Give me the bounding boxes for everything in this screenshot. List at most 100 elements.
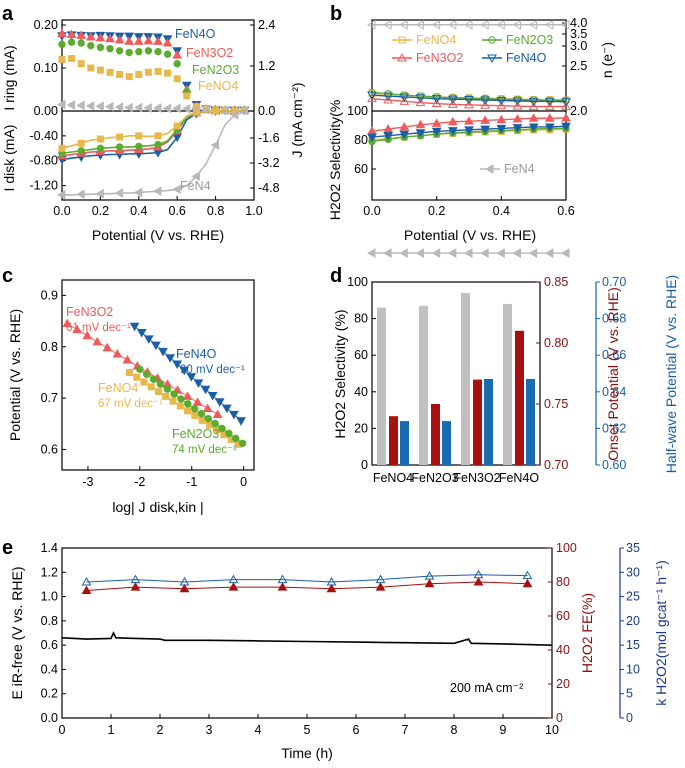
panel-b-n-point-FeN4O [431, 95, 442, 104]
panel-e-potential-curve [61, 631, 553, 646]
panel-b-n-point-FeN4O [447, 95, 458, 105]
panel-a-disk-point-FeN2O3 [96, 144, 105, 152]
panel-a: 0.00 0.10 0.20 -0.40 -0.80 -1.20 2.4 1.2 0.0 -1.… [1, 18, 305, 243]
panel-label-c: c [2, 265, 13, 287]
panel-e-rate-tick-label: 25 [626, 590, 640, 604]
panel-a-ring-point-FeN2O3 [173, 60, 181, 68]
panel-b-n-point-FeN4O [464, 96, 474, 105]
panel-a-ring-point-FeN3O2 [105, 33, 115, 43]
panel-b-n-point-FeN4 [496, 19, 505, 30]
panel-b-sel-point-FeN3O2 [528, 113, 539, 122]
panel-e-potential-tick-label: 0.4 [41, 662, 58, 676]
panel-b-n-point-FeN4O [480, 96, 491, 106]
panel-a-disk-point-FeN4 [76, 189, 85, 200]
panel-a-ring-point-FeN4 [66, 100, 76, 110]
panel-b-sel-point-FeN4 [415, 248, 424, 258]
panel-e-rate-point [81, 576, 92, 586]
panel-a-ring-point-FeN2O3 [87, 41, 95, 50]
panel-b-sel-point-FeN3O2 [431, 118, 442, 127]
panel-e-potential-tick-label: 0.6 [41, 638, 58, 652]
panel-e-rate-tick-label: 15 [626, 638, 640, 652]
panel-e-fe-point [326, 583, 337, 593]
panel-b-sel-point-FeN4O [464, 126, 474, 135]
panel-d-selectivity-label: H2O2 Selectivity (%) [332, 309, 348, 438]
panel-a-ring-point-FeN4 [104, 101, 114, 112]
panel-b-sel-point-FeN4 [366, 248, 376, 258]
panel-b-n-point-FeN3O2 [480, 100, 491, 109]
panel-e-rate-point [130, 574, 141, 584]
panel-c-fit-FeN4O [134, 325, 242, 422]
panel-a-ring-point-FeN4 [181, 103, 191, 114]
panel-e-potential-tick-label: 1.2 [41, 565, 58, 579]
panel-b-n-point-FeN4 [447, 19, 457, 30]
panel-e-fe-point [473, 576, 484, 586]
panel-a-x-tick-label: 0.8 [207, 204, 224, 218]
panel-e-potential-tick-label: 0.0 [41, 711, 58, 725]
panel-b-n-point-FeN3O2 [447, 99, 458, 108]
panel-b-x-tick-label: 0.4 [493, 204, 510, 218]
panel-e-fe-line [86, 581, 528, 591]
panel-e-fe-label: H2O2 FE(%) [579, 593, 595, 673]
panel-a-j-tick-label: 1.2 [258, 59, 275, 73]
panel-d-bar-selectivity-FeNO4 [377, 307, 386, 465]
panel-a-disk-point-FeNO4 [116, 133, 124, 141]
panel-b-n-point-FeN3O2 [496, 100, 507, 110]
panel-e-current-annotation: 200 mA cm⁻² [450, 681, 523, 695]
panel-a-ring-point-FeN4 [162, 103, 172, 114]
panel-b-sel-point-FeN3O2 [480, 115, 491, 124]
panel-c-label-fen2o3: FeN2O3 [172, 427, 219, 441]
panel-b-n-point-FeN4O [512, 97, 523, 106]
panel-c-label-fen4o: FeN4O [176, 347, 217, 361]
panel-a-disk-curve-FeN4 [62, 111, 245, 196]
panel-b-sel-point-FeN4O [512, 124, 523, 133]
panel-a-ring-point-FeNO4 [164, 69, 172, 77]
panel-c-fit-FeNO4 [129, 371, 239, 445]
panel-b-n-point-FeN4 [528, 19, 538, 30]
panel-d-sel-tick-label: 60 [354, 348, 368, 362]
panel-a-x-tick-label: 0.4 [130, 204, 147, 218]
panel-c-label-fen3o2: FeN3O2 [66, 305, 113, 319]
panel-b-sel-point-FeN4O [431, 127, 442, 137]
panel-b-sel-point-FeN3O2 [561, 112, 571, 122]
panel-a-ring-point-FeN2O3 [96, 43, 105, 52]
panel-b-sel-point-FeN4 [480, 248, 489, 258]
panel-a-ring-tick-label: 0.10 [34, 61, 58, 75]
panel-a-ring-point-FeNO4 [183, 92, 191, 100]
panel-a-ring-point-FeNO4 [125, 73, 133, 81]
panel-b-n-point-FeN3O2 [383, 94, 394, 104]
panel-e-fe-point [130, 582, 141, 591]
panel-e-fe-tick-label: 0 [556, 711, 563, 725]
panel-b-n-point-FeN4O [367, 91, 377, 101]
panel-b-legend-marker-FeN4O [487, 54, 497, 64]
panel-a-x-label: Potential (V vs. RHE) [92, 227, 224, 243]
panel-a-disk-point-FeN4 [95, 188, 104, 199]
panel-e-fe-tick-label: 20 [556, 677, 570, 691]
panel-a-ring-point-FeNO4 [116, 70, 124, 78]
panel-a-disk-point-FeN2O3 [135, 142, 143, 151]
panel-a-ring-point-FeN2O3 [77, 39, 85, 47]
panel-a-disk-point-FeNO4 [154, 132, 162, 140]
panel-c-x-tick-label: -2 [134, 475, 145, 489]
panel-a-disk-point-FeN4 [210, 140, 220, 151]
panel-b-n-point-FeN4 [544, 19, 554, 30]
panel-b-sel-point-FeN4 [528, 248, 538, 258]
panel-b-n-point-FeN4O [544, 97, 555, 107]
panel-b-n-point-FeN4 [415, 19, 424, 30]
panel-e-fe-tick-label: 60 [556, 609, 570, 623]
panel-b-sel-point-FeN4O [480, 125, 491, 135]
panel-d-halfwave-tick-label: 0.66 [602, 348, 626, 362]
panel-b-n-point-FeN4O [415, 94, 426, 103]
panel-e-rate-point [326, 576, 337, 586]
panel-a-j-tick-label: 2.4 [258, 18, 275, 32]
panel-b-legend-marker-FeN4 [484, 164, 494, 174]
panel-c-y-tick-label: 0.8 [41, 340, 58, 354]
panel-a-ring-point-FeN3O2 [114, 35, 125, 44]
panel-c-x-tick-label: 0 [240, 475, 247, 489]
panel-label-d: d [330, 265, 342, 287]
panel-d-halfwave-tick-label: 0.70 [602, 275, 626, 289]
panel-b-sel-point-FeN4 [560, 248, 570, 258]
panel-a-j-tick-label: 0.0 [258, 104, 275, 118]
panel-a-ring-point-FeN2O3 [163, 50, 172, 58]
panel-d-bar-onset-FeN4O [515, 330, 524, 465]
panel-b-selectivity-label: H2O2 Selectivity(% [327, 100, 343, 221]
